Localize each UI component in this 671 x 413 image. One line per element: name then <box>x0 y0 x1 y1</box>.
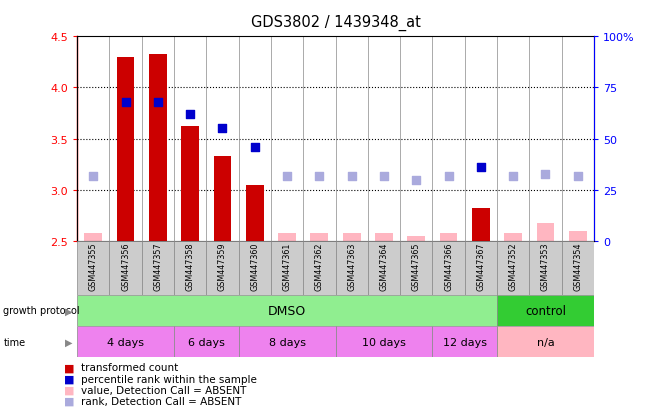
Bar <box>497 295 594 326</box>
Bar <box>472 209 490 242</box>
Bar <box>117 58 134 242</box>
Point <box>476 165 486 171</box>
Text: rank, Detection Call = ABSENT: rank, Detection Call = ABSENT <box>81 396 241 406</box>
Text: GSM447358: GSM447358 <box>186 242 195 290</box>
Point <box>572 173 583 180</box>
Bar <box>311 233 328 242</box>
Text: GSM447354: GSM447354 <box>573 242 582 290</box>
Point <box>185 112 195 118</box>
Bar <box>181 127 199 242</box>
Point <box>443 173 454 180</box>
Point <box>152 99 163 106</box>
Bar <box>174 326 239 357</box>
Bar <box>149 55 167 242</box>
Text: control: control <box>525 304 566 317</box>
Point <box>88 173 99 180</box>
Bar <box>271 242 303 295</box>
Point <box>217 126 228 133</box>
Text: ■: ■ <box>64 374 74 384</box>
Bar <box>504 233 522 242</box>
Bar <box>77 295 497 326</box>
Text: GSM447359: GSM447359 <box>218 242 227 290</box>
Text: GSM447360: GSM447360 <box>250 242 259 290</box>
Bar <box>246 185 264 242</box>
Point <box>120 99 131 106</box>
Text: GSM447353: GSM447353 <box>541 242 550 290</box>
Bar <box>239 242 271 295</box>
Bar <box>529 242 562 295</box>
Text: n/a: n/a <box>537 337 554 347</box>
Bar <box>85 233 102 242</box>
Text: 12 days: 12 days <box>443 337 486 347</box>
Text: GSM447365: GSM447365 <box>412 242 421 290</box>
Bar <box>213 157 231 242</box>
Text: growth protocol: growth protocol <box>3 306 80 316</box>
Bar <box>400 242 432 295</box>
Bar <box>174 242 207 295</box>
Bar <box>407 237 425 242</box>
Text: GSM447367: GSM447367 <box>476 242 485 290</box>
Bar <box>77 326 174 357</box>
Text: time: time <box>3 337 25 347</box>
Text: GSM447363: GSM447363 <box>347 242 356 290</box>
Text: 6 days: 6 days <box>188 337 225 347</box>
Bar <box>207 242 239 295</box>
Bar <box>303 242 336 295</box>
Bar <box>537 223 554 242</box>
Text: GSM447362: GSM447362 <box>315 242 324 290</box>
Bar <box>497 242 529 295</box>
Text: GSM447357: GSM447357 <box>154 242 162 290</box>
Text: 10 days: 10 days <box>362 337 406 347</box>
Bar <box>278 233 296 242</box>
Text: GSM447361: GSM447361 <box>282 242 292 290</box>
Text: ▶: ▶ <box>65 337 72 347</box>
Point <box>346 173 357 180</box>
Text: ■: ■ <box>64 363 74 373</box>
Bar <box>432 242 465 295</box>
Bar <box>336 242 368 295</box>
Point <box>411 177 421 183</box>
Bar <box>375 233 393 242</box>
Bar <box>465 242 497 295</box>
Bar <box>239 326 336 357</box>
Text: transformed count: transformed count <box>81 363 178 373</box>
Bar <box>440 233 458 242</box>
Text: value, Detection Call = ABSENT: value, Detection Call = ABSENT <box>81 385 246 395</box>
Text: GSM447366: GSM447366 <box>444 242 453 290</box>
Point <box>250 144 260 151</box>
Bar <box>142 242 174 295</box>
Text: ▶: ▶ <box>65 306 72 316</box>
Bar <box>77 242 109 295</box>
Text: GSM447364: GSM447364 <box>379 242 389 290</box>
Text: percentile rank within the sample: percentile rank within the sample <box>81 374 256 384</box>
Text: GDS3802 / 1439348_at: GDS3802 / 1439348_at <box>250 14 421 31</box>
Point <box>378 173 389 180</box>
Bar <box>336 326 432 357</box>
Text: GSM447355: GSM447355 <box>89 242 98 290</box>
Bar <box>368 242 400 295</box>
Bar <box>562 242 594 295</box>
Bar <box>109 242 142 295</box>
Point <box>508 173 519 180</box>
Text: 8 days: 8 days <box>268 337 305 347</box>
Bar <box>432 326 497 357</box>
Text: DMSO: DMSO <box>268 304 306 317</box>
Bar <box>497 326 594 357</box>
Bar <box>343 233 360 242</box>
Text: ■: ■ <box>64 396 74 406</box>
Point <box>282 173 293 180</box>
Point <box>314 173 325 180</box>
Bar <box>569 231 586 242</box>
Text: ■: ■ <box>64 385 74 395</box>
Point <box>540 171 551 178</box>
Text: 4 days: 4 days <box>107 337 144 347</box>
Text: GSM447352: GSM447352 <box>509 242 517 290</box>
Text: GSM447356: GSM447356 <box>121 242 130 290</box>
